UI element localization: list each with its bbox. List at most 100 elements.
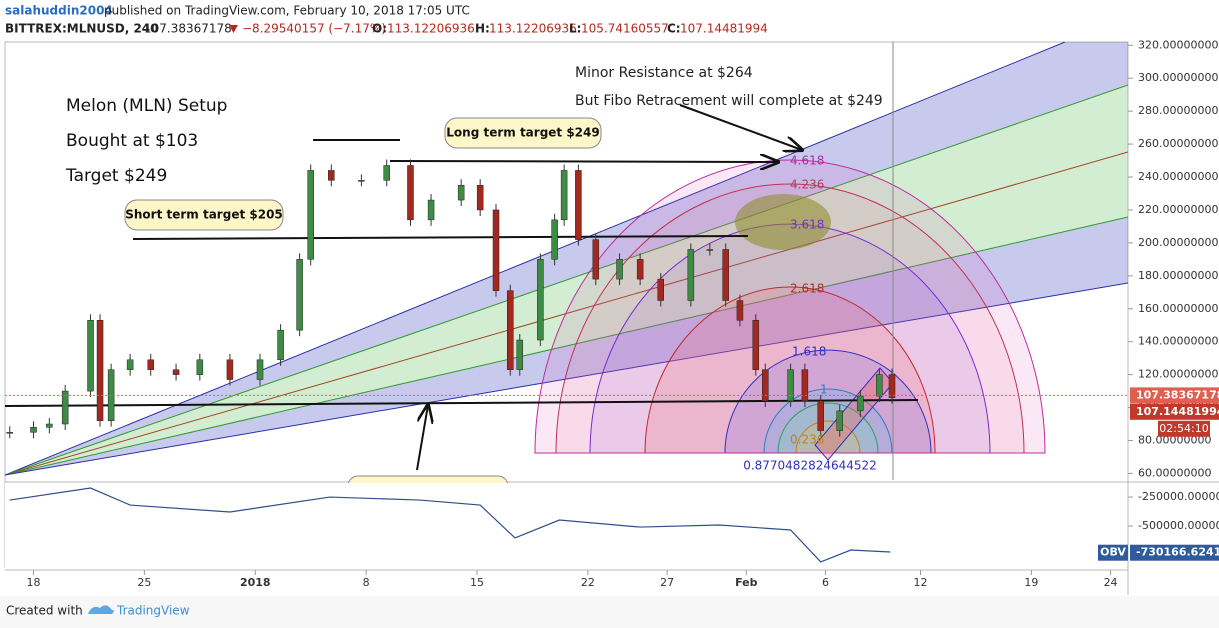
fib-label: 0.8770482824644522 bbox=[743, 459, 877, 473]
candle bbox=[87, 320, 94, 392]
fib-label: 4.618 bbox=[790, 154, 824, 168]
open: 113.12206936 bbox=[387, 22, 475, 36]
candle bbox=[196, 359, 204, 375]
candle bbox=[46, 423, 53, 428]
candle bbox=[507, 290, 514, 370]
candle bbox=[560, 170, 568, 221]
o-label: O: bbox=[372, 22, 387, 36]
author[interactable]: salahuddin2004 bbox=[5, 4, 113, 18]
y-tick-label: -250000.000000 bbox=[1138, 490, 1219, 503]
candles bbox=[6, 159, 896, 439]
fib-label: 4.236 bbox=[790, 178, 824, 192]
callout-text: Long term target $249 bbox=[446, 126, 599, 140]
candle bbox=[427, 199, 435, 221]
high: 113.12206936 bbox=[489, 22, 577, 36]
x-tick-label: 12 bbox=[914, 576, 928, 589]
y-tick-label: 140.00000000 bbox=[1138, 335, 1218, 348]
candle bbox=[147, 359, 154, 370]
highlight bbox=[735, 194, 831, 250]
callout bbox=[444, 117, 602, 149]
brand[interactable]: TradingView bbox=[116, 604, 190, 618]
countdown-badge bbox=[1158, 420, 1210, 437]
fib-arc bbox=[795, 420, 861, 454]
fan-line bbox=[5, 42, 1066, 476]
fib-arc bbox=[555, 183, 1025, 454]
footer-text: Created with bbox=[6, 604, 83, 618]
close: 107.14481994 bbox=[680, 22, 768, 36]
candle bbox=[706, 249, 714, 251]
obv-badge-label: -730166.6241 bbox=[1136, 546, 1219, 559]
x-tick-label: 18 bbox=[27, 576, 41, 589]
arrow bbox=[679, 104, 802, 150]
candle bbox=[126, 359, 134, 370]
x-tick-label: 24 bbox=[1104, 576, 1118, 589]
last-price: 107.38367178 bbox=[144, 22, 232, 36]
candle bbox=[787, 369, 794, 402]
price-badge-label: 107.14481994 bbox=[1136, 405, 1219, 418]
candle bbox=[307, 170, 314, 260]
candle bbox=[226, 359, 234, 380]
candle bbox=[836, 410, 843, 431]
price-badge bbox=[1130, 387, 1219, 404]
candle bbox=[636, 259, 644, 280]
y-tick-label: -500000.000000 bbox=[1138, 519, 1219, 532]
fib-label: 3.618 bbox=[790, 218, 824, 232]
target-line bbox=[389, 161, 778, 162]
y-tick-label: 320.00000000 bbox=[1138, 38, 1218, 51]
published: published on TradingView.com, February 1… bbox=[104, 4, 470, 18]
annotation: Target $249 bbox=[65, 166, 167, 186]
obv-name: OBV bbox=[1100, 546, 1126, 559]
candle bbox=[657, 278, 664, 301]
x-tick-label: 19 bbox=[1024, 576, 1038, 589]
low: 105.74160557 bbox=[581, 22, 669, 36]
y-tick-label: 180.00000000 bbox=[1138, 269, 1218, 282]
candle bbox=[762, 369, 769, 402]
drawings bbox=[5, 42, 1128, 480]
candle bbox=[516, 339, 524, 370]
x-tick-label: 6 bbox=[822, 576, 829, 589]
candle bbox=[476, 185, 484, 211]
price-badge-label: 107.38367178 bbox=[1136, 388, 1219, 401]
fib-label: 0.236 bbox=[790, 433, 824, 447]
candle bbox=[328, 170, 335, 181]
y-tick-label: 200.00000000 bbox=[1138, 236, 1218, 249]
fib-label: 1.618 bbox=[792, 345, 826, 359]
candle bbox=[801, 369, 809, 402]
y-tick-label: 260.00000000 bbox=[1138, 137, 1218, 150]
annotation: Melon (MLN) Setup bbox=[66, 96, 227, 116]
fib-arc bbox=[534, 159, 1046, 454]
logo bbox=[88, 605, 114, 614]
y-tick-label: 220.00000000 bbox=[1138, 203, 1218, 216]
fan-line bbox=[5, 216, 1128, 476]
annotation: Minor Resistance at $264 bbox=[575, 65, 753, 81]
footer bbox=[0, 596, 1219, 628]
y-tick-label: 160.00000000 bbox=[1138, 302, 1218, 315]
y-tick-label: 120.00000000 bbox=[1138, 368, 1218, 381]
y-tick-label: 300.00000000 bbox=[1138, 71, 1218, 84]
candle bbox=[96, 320, 104, 421]
candle bbox=[277, 329, 284, 361]
obv-badge bbox=[1130, 544, 1219, 561]
candle bbox=[876, 374, 883, 397]
candle bbox=[30, 427, 37, 433]
arrow bbox=[416, 405, 428, 471]
candle bbox=[407, 165, 414, 221]
x-tick-label: 2018 bbox=[240, 576, 271, 589]
target-line bbox=[132, 235, 749, 240]
price-badge bbox=[1130, 403, 1219, 420]
candle bbox=[817, 400, 824, 431]
x-tick-label: 22 bbox=[581, 576, 595, 589]
fan-line bbox=[5, 84, 1128, 476]
candle bbox=[492, 209, 500, 291]
symbol: BITTREX:MLNUSD, 240 bbox=[5, 22, 159, 36]
fan-line bbox=[5, 282, 1128, 476]
fan-band bbox=[5, 42, 1128, 475]
fib-label: 1 bbox=[820, 383, 828, 397]
candle bbox=[575, 170, 582, 240]
x-tick-label: Feb bbox=[735, 576, 758, 589]
candle bbox=[6, 431, 14, 434]
candle bbox=[857, 395, 864, 412]
y-tick-label: 240.00000000 bbox=[1138, 170, 1218, 183]
callout-text: Short term target $205 bbox=[125, 208, 283, 222]
